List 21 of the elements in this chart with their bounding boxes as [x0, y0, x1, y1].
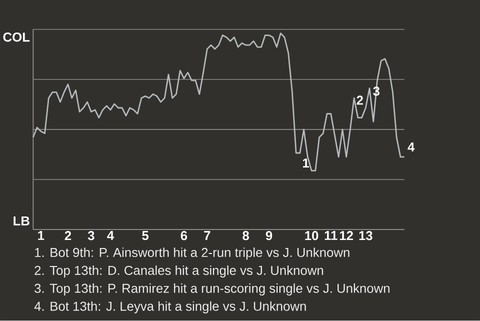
x-tick-label: 4 — [107, 231, 114, 240]
text: LB — [14, 216, 30, 226]
text: COL — [3, 32, 30, 42]
x-tick-label: 6 — [180, 231, 188, 240]
x-tick-label: 9 — [266, 231, 272, 240]
x-tick-label: 10 — [305, 231, 318, 240]
annotation: 2 — [356, 96, 363, 105]
annotation: 1 — [302, 158, 309, 168]
x-tick-label: 3 — [88, 231, 94, 240]
x-tick-label: 5 — [142, 231, 149, 240]
x-tick-label: 13 — [359, 231, 372, 240]
x-tick-label: 2 — [64, 231, 72, 240]
x-tick-label: 11 — [324, 231, 338, 240]
x-tick-label: 1 — [38, 231, 44, 240]
text: 3. Top 13th: P. Ramirez hit a run-scoring single vs J. Unknown — [34, 284, 390, 296]
text: 2. Top 13th: D. Canales hit a single vs J. Unknown — [34, 266, 324, 278]
text: 1. Bot 9th: P. Ainsworth hit a 2-run triple vs J. Unknown — [35, 248, 350, 260]
x-tick-label: 8 — [242, 231, 250, 240]
text: 4 — [408, 142, 415, 152]
x-tick-label: 12 — [340, 231, 353, 240]
x-tick-label: 7 — [204, 231, 210, 240]
